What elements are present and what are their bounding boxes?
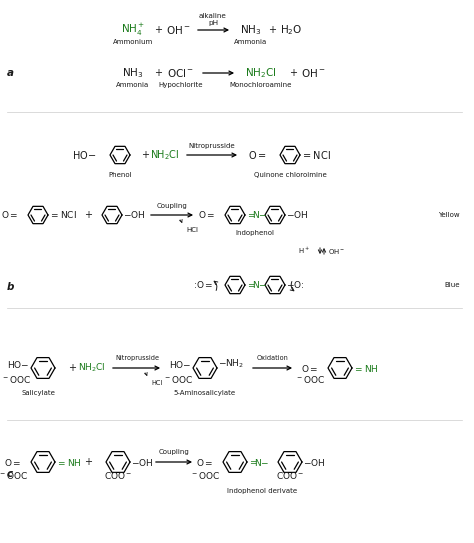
Text: H$_2$O: H$_2$O: [280, 23, 302, 37]
Text: HO$-$: HO$-$: [7, 358, 29, 369]
Text: $-$OH: $-$OH: [303, 457, 326, 468]
Text: $=$: $=$: [248, 458, 258, 466]
Text: Ammonium: Ammonium: [113, 39, 153, 45]
Text: Ammonia: Ammonia: [234, 39, 268, 45]
Text: OH$^-$: OH$^-$: [301, 67, 325, 79]
Text: Coupling: Coupling: [159, 449, 190, 455]
Text: $=$: $=$: [246, 211, 256, 219]
Text: Phenol: Phenol: [108, 172, 132, 178]
Text: c: c: [7, 469, 13, 479]
Text: alkaline: alkaline: [199, 13, 227, 19]
Text: :O$=$: :O$=$: [192, 280, 213, 291]
Text: Nitroprusside: Nitroprusside: [115, 355, 159, 361]
Text: Blue: Blue: [445, 282, 460, 288]
Text: O$=$: O$=$: [301, 363, 318, 374]
Text: Quinone chloroimine: Quinone chloroimine: [254, 172, 327, 178]
Text: pH: pH: [208, 20, 218, 26]
Text: +: +: [268, 25, 276, 35]
Text: O$=$: O$=$: [4, 457, 21, 468]
Text: N$-$: N$-$: [254, 457, 269, 468]
Text: +: +: [154, 25, 162, 35]
Text: HO$-$: HO$-$: [169, 358, 191, 369]
Text: $^-$OOC: $^-$OOC: [163, 374, 193, 385]
Text: H$^+$: H$^+$: [298, 246, 310, 256]
Text: N$-$: N$-$: [252, 280, 267, 291]
Text: NH$_2$Cl: NH$_2$Cl: [150, 148, 180, 162]
Text: Ammonia: Ammonia: [117, 82, 150, 88]
Text: +: +: [154, 68, 162, 78]
Text: 5-Aminosalicylate: 5-Aminosalicylate: [174, 390, 236, 396]
Text: $^-$OOC: $^-$OOC: [0, 470, 28, 481]
Text: $-$O:: $-$O:: [286, 280, 304, 291]
Text: Coupling: Coupling: [156, 203, 187, 209]
Text: NH$_2$Cl: NH$_2$Cl: [245, 66, 277, 80]
Text: O$=$: O$=$: [196, 457, 213, 468]
Text: Monochloroamine: Monochloroamine: [230, 82, 292, 88]
Text: O$=$: O$=$: [248, 149, 267, 161]
Text: $-$OH: $-$OH: [286, 210, 309, 220]
Text: $-$OH: $-$OH: [123, 210, 146, 220]
Text: NH$_3$: NH$_3$: [122, 66, 144, 80]
Text: $=$NH: $=$NH: [56, 457, 81, 468]
Text: NH$_3$: NH$_3$: [240, 23, 262, 37]
Text: O$=$: O$=$: [0, 210, 18, 220]
Text: O$=$: O$=$: [198, 210, 215, 220]
Text: $-$NH$_2$: $-$NH$_2$: [218, 358, 244, 370]
Text: +: +: [68, 363, 76, 373]
Text: b: b: [7, 282, 14, 292]
Text: Hypochlorite: Hypochlorite: [159, 82, 203, 88]
Text: $^-$OOC: $^-$OOC: [295, 374, 325, 385]
Text: $=$NH: $=$NH: [353, 363, 378, 374]
Text: OH$^-$: OH$^-$: [165, 24, 191, 36]
Text: $=$NCl: $=$NCl: [49, 210, 77, 220]
Text: $^-$OOC: $^-$OOC: [1, 374, 31, 385]
Text: Oxidation: Oxidation: [257, 355, 289, 361]
Text: NH$_4^+$: NH$_4^+$: [121, 22, 145, 38]
Text: $^-$OOC: $^-$OOC: [190, 470, 220, 481]
Text: COO$^-$: COO$^-$: [104, 470, 132, 481]
Text: Nitroprusside: Nitroprusside: [189, 143, 235, 149]
Text: $=$NCl: $=$NCl: [301, 149, 331, 161]
Text: Indophenol derivate: Indophenol derivate: [228, 488, 298, 494]
Text: HCl: HCl: [186, 227, 198, 233]
Text: Salicylate: Salicylate: [21, 390, 55, 396]
Text: +: +: [84, 210, 92, 220]
Text: $=$: $=$: [246, 281, 256, 289]
Text: HCl: HCl: [151, 380, 162, 386]
Text: Indophenol: Indophenol: [236, 230, 274, 236]
Text: +: +: [289, 68, 297, 78]
Text: $-$OH: $-$OH: [131, 457, 154, 468]
Text: +: +: [141, 150, 149, 160]
Text: a: a: [7, 68, 14, 78]
Text: +: +: [84, 457, 92, 467]
Text: NH$_2$Cl: NH$_2$Cl: [78, 362, 106, 374]
Text: N$-$: N$-$: [252, 210, 267, 220]
Text: OH$^-$: OH$^-$: [328, 247, 346, 256]
Text: Yellow: Yellow: [438, 212, 460, 218]
Text: COO$^-$: COO$^-$: [276, 470, 304, 481]
Text: HO$-$: HO$-$: [72, 149, 96, 161]
Text: OCl$^-$: OCl$^-$: [167, 67, 194, 79]
